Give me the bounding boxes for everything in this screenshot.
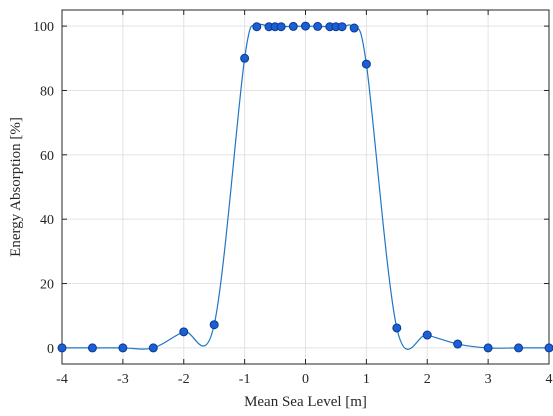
data-point <box>349 23 359 33</box>
grid <box>61 10 550 364</box>
y-tick-label: 0 <box>47 342 54 357</box>
data-point <box>301 21 310 31</box>
data-point <box>288 21 298 31</box>
data-point <box>514 343 524 353</box>
data-point <box>209 320 219 330</box>
data-point <box>313 21 323 31</box>
x-tick-label: -3 <box>117 372 129 387</box>
x-tick-label: -1 <box>239 372 251 387</box>
data-point <box>118 343 128 353</box>
data-point <box>57 343 67 353</box>
data-point <box>87 343 97 353</box>
data-point <box>179 327 189 337</box>
data-point <box>544 343 553 353</box>
data-point <box>422 330 432 340</box>
y-tick-label: 100 <box>33 20 54 35</box>
x-axis-label: Mean Sea Level [m] <box>244 394 367 410</box>
data-point <box>392 323 402 333</box>
x-tick-label: 3 <box>485 372 492 387</box>
x-tick-label: 4 <box>546 372 553 387</box>
data-point <box>483 343 493 353</box>
y-tick-label: 60 <box>40 149 54 164</box>
x-tick-label: 0 <box>302 372 309 387</box>
x-tick-label: 2 <box>424 372 431 387</box>
y-tick-label: 80 <box>40 84 54 99</box>
data-point <box>361 59 371 69</box>
data-point <box>276 22 286 32</box>
data-point <box>240 53 250 63</box>
y-axis-label: Energy Absorption [%] <box>8 117 24 257</box>
data-point <box>453 339 463 349</box>
data-point <box>337 22 347 32</box>
data-points <box>57 21 553 353</box>
y-tick-label: 20 <box>40 278 54 293</box>
data-point <box>252 22 262 32</box>
y-tick-label: 40 <box>40 213 54 228</box>
data-point <box>148 343 158 353</box>
x-tick-label: -4 <box>56 372 68 387</box>
x-tick-label: 1 <box>363 372 370 387</box>
x-tick-label: -2 <box>178 372 190 387</box>
